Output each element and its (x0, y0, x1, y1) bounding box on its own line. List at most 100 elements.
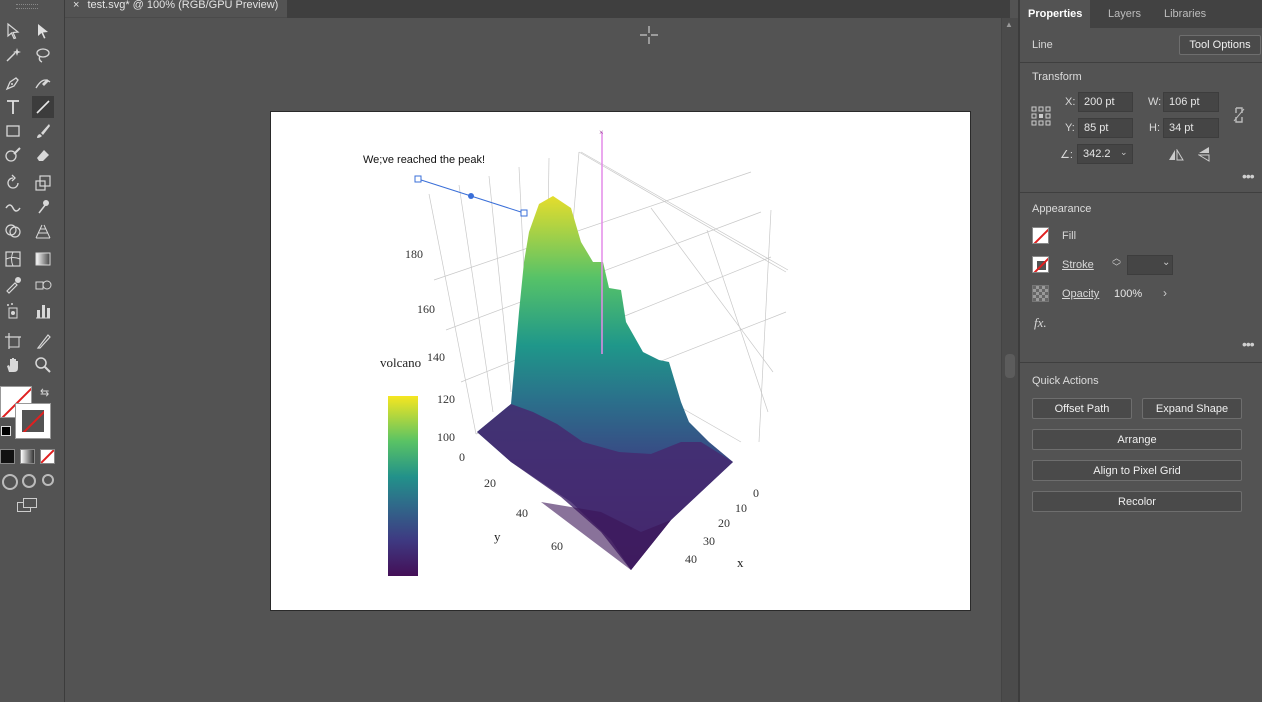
stroke-dropdown-icon[interactable]: ⌄ (1162, 257, 1171, 268)
perspective-grid-icon[interactable] (32, 220, 54, 242)
crosshair-cursor-icon (640, 26, 658, 44)
quick-actions-title: Quick Actions (1032, 375, 1099, 387)
stroke-swatch-icon[interactable] (1032, 256, 1049, 273)
slice-icon[interactable] (32, 330, 54, 352)
opacity-label[interactable]: Opacity (1062, 288, 1100, 300)
column-graph-icon[interactable] (32, 300, 54, 322)
paintbrush-icon[interactable] (32, 120, 54, 142)
gradient-icon[interactable] (32, 248, 54, 270)
y-field[interactable]: 85 pt (1078, 118, 1133, 138)
mesh-icon[interactable] (2, 248, 24, 270)
puppet-warp-icon[interactable] (32, 196, 54, 218)
shape-builder-icon[interactable] (2, 220, 24, 242)
stroke-label[interactable]: Stroke (1062, 259, 1094, 271)
reference-point-icon[interactable] (1031, 106, 1051, 126)
angle-field[interactable]: 342.2 (1077, 144, 1133, 164)
shaper-icon[interactable] (2, 144, 24, 166)
document-tab-title: test.svg* @ 100% (RGB/GPU Preview) (87, 0, 279, 11)
direct-selection-tool-icon[interactable] (32, 20, 54, 42)
gradient-mode-icon[interactable] (20, 449, 35, 464)
color-mode-icon[interactable] (0, 449, 15, 464)
vertical-scrollbar[interactable]: ▲ (1001, 18, 1018, 702)
x-label: X: (1065, 96, 1076, 108)
scrollbar-thumb[interactable] (1005, 354, 1015, 378)
panel-grip[interactable] (16, 4, 38, 9)
opacity-field[interactable]: 100% (1114, 288, 1143, 300)
anchor-handle[interactable] (520, 209, 528, 217)
stroke-weight-field[interactable] (1127, 255, 1173, 275)
z-tick: 120 (437, 392, 455, 406)
x-tick: 40 (685, 552, 697, 566)
eyedropper-icon[interactable] (2, 274, 24, 296)
properties-panel: Properties Layers Libraries Line Tool Op… (1018, 0, 1262, 702)
z-tick: 100 (437, 430, 455, 444)
screen-mode-icon[interactable] (17, 498, 37, 512)
close-tab-icon[interactable]: × (73, 0, 80, 11)
scroll-up-icon[interactable]: ▲ (1005, 20, 1013, 29)
flip-horizontal-icon[interactable] (1168, 148, 1184, 161)
annotation-text[interactable]: We;ve reached the peak! (363, 154, 485, 166)
center-point[interactable] (468, 193, 474, 199)
selection-type: Line (1032, 39, 1053, 51)
anchor-handle[interactable] (414, 175, 422, 183)
magic-wand-icon[interactable] (2, 44, 24, 66)
w-label: W: (1148, 96, 1162, 108)
tool-options-button[interactable]: Tool Options (1179, 35, 1261, 55)
tab-libraries[interactable]: Libraries (1164, 8, 1207, 20)
warp-icon[interactable] (2, 196, 24, 218)
none-mode-icon[interactable] (40, 449, 55, 464)
more-transform-options-icon[interactable]: ••• (1242, 168, 1255, 184)
y-tick: 60 (551, 539, 563, 553)
tab-properties[interactable]: Properties (1020, 0, 1091, 28)
guide-endpoint-icon: × (599, 128, 604, 137)
default-colors-icon[interactable] (1, 426, 11, 436)
offset-path-button[interactable]: Offset Path (1032, 398, 1132, 419)
y-tick: 0 (459, 450, 465, 464)
curvature-icon[interactable] (32, 72, 54, 94)
line-segment-icon[interactable] (32, 96, 54, 118)
zoom-icon[interactable] (32, 354, 54, 376)
surface-plot-artwork[interactable]: volcano 100 120 140 160 180 0 20 40 60 y… (271, 112, 970, 610)
draw-inside-icon[interactable] (42, 474, 54, 486)
flip-vertical-icon[interactable] (1197, 146, 1210, 162)
x-tick: 20 (718, 516, 730, 530)
type-icon[interactable] (2, 96, 24, 118)
swap-fill-stroke-icon[interactable]: ⇆ (40, 387, 50, 399)
artboard-icon[interactable] (2, 330, 24, 352)
angle-dropdown-icon[interactable]: ⌄ (1120, 147, 1128, 157)
hand-icon[interactable] (2, 354, 24, 376)
more-appearance-options-icon[interactable]: ••• (1242, 336, 1255, 352)
recolor-button[interactable]: Recolor (1032, 491, 1242, 512)
tab-layers[interactable]: Layers (1108, 8, 1142, 20)
scale-icon[interactable] (32, 172, 54, 194)
opacity-icon (1032, 285, 1049, 302)
selection-tool-icon[interactable] (2, 20, 24, 42)
x-axis-label: x (737, 555, 744, 570)
h-field[interactable]: 34 pt (1163, 118, 1219, 138)
effects-fx-icon[interactable]: fx. (1034, 315, 1047, 330)
draw-normal-icon[interactable] (2, 474, 18, 490)
stroke-swatch[interactable] (15, 403, 51, 439)
expand-shape-button[interactable]: Expand Shape (1142, 398, 1242, 419)
artboard[interactable]: volcano 100 120 140 160 180 0 20 40 60 y… (271, 112, 970, 610)
arrange-button[interactable]: Arrange (1032, 429, 1242, 450)
symbol-sprayer-icon[interactable] (2, 300, 24, 322)
surface-base (477, 404, 733, 570)
opacity-expand-icon[interactable]: › (1163, 286, 1167, 300)
stroke-weight-stepper[interactable]: ︿ ﹀ (1112, 253, 1122, 272)
rotate-icon[interactable] (2, 172, 24, 194)
w-field[interactable]: 106 pt (1163, 92, 1219, 112)
document-tab[interactable]: × test.svg* @ 100% (RGB/GPU Preview) (65, 0, 287, 18)
constrain-proportions-icon[interactable] (1232, 106, 1246, 124)
pen-icon[interactable] (2, 72, 24, 94)
blend-icon[interactable] (32, 274, 54, 296)
x-field[interactable]: 200 pt (1078, 92, 1133, 112)
draw-behind-icon[interactable] (22, 474, 36, 488)
x-tick: 0 (753, 486, 759, 500)
lasso-icon[interactable] (32, 44, 54, 66)
y-tick: 40 (516, 506, 528, 520)
align-to-pixel-grid-button[interactable]: Align to Pixel Grid (1032, 460, 1242, 481)
eraser-icon[interactable] (32, 144, 54, 166)
rectangle-icon[interactable] (2, 120, 24, 142)
fill-swatch-icon[interactable] (1032, 227, 1049, 244)
